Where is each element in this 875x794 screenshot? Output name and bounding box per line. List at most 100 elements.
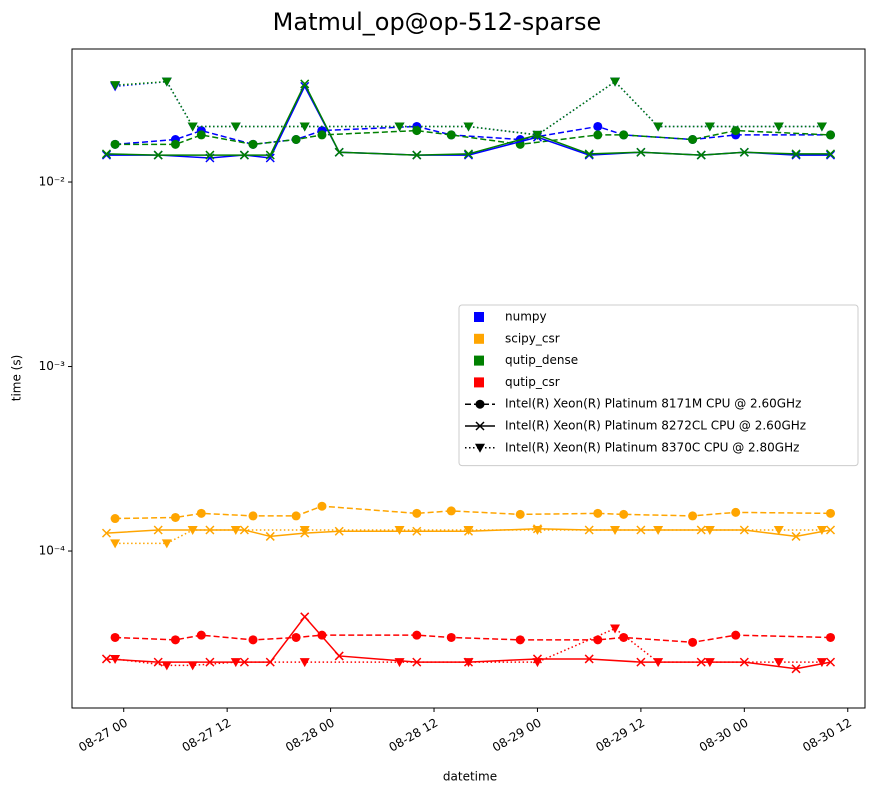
data-point (110, 632, 120, 642)
data-point (773, 526, 784, 536)
data-point (239, 150, 249, 160)
data-point (248, 511, 258, 521)
legend-label: qutip_dense (505, 353, 578, 367)
data-point (619, 509, 629, 519)
series-line (115, 634, 831, 644)
data-point (110, 539, 121, 549)
legend-swatch (474, 355, 484, 366)
data-point (515, 509, 525, 519)
data-point (731, 126, 741, 136)
data-point (446, 632, 456, 642)
data-point (610, 526, 621, 536)
data-point (196, 630, 206, 640)
series-line (115, 505, 831, 520)
data-point (394, 526, 405, 536)
data-point (291, 511, 301, 521)
legend-label: Intel(R) Xeon(R) Platinum 8370C CPU @ 2.… (505, 440, 799, 454)
x-tick-label: 08-28 00 (283, 716, 337, 755)
data-point (110, 81, 121, 91)
data-point (610, 624, 621, 634)
data-point (300, 79, 310, 89)
data-point (170, 635, 180, 645)
data-point (110, 514, 120, 524)
legend-swatch (474, 312, 484, 322)
data-point (101, 149, 112, 159)
data-point (230, 658, 241, 668)
data-point (394, 658, 405, 668)
data-point (412, 630, 422, 640)
data-point (153, 150, 163, 160)
data-point (731, 630, 741, 640)
data-point (230, 122, 241, 132)
data-point (826, 632, 836, 642)
data-point (317, 501, 327, 511)
data-point (334, 526, 344, 536)
data-point (291, 632, 301, 642)
data-point (187, 122, 198, 132)
data-point (688, 135, 698, 145)
data-point (412, 150, 422, 160)
data-point (593, 508, 603, 518)
data-point (101, 528, 112, 538)
data-point (153, 657, 163, 667)
data-point (153, 525, 163, 535)
legend-label: scipy_csr (505, 331, 560, 345)
data-point (248, 635, 258, 645)
x-tick-label: 08-29 12 (593, 716, 647, 755)
data-point (196, 508, 206, 518)
data-point (791, 664, 801, 674)
data-point (593, 130, 603, 140)
legend-marker (475, 399, 485, 409)
data-point (532, 130, 543, 140)
data-point (101, 150, 112, 160)
data-point (636, 147, 646, 157)
data-point (187, 526, 198, 536)
x-tick-label: 08-30 00 (697, 716, 751, 755)
data-point (619, 130, 629, 140)
data-point (110, 139, 120, 149)
data-point (299, 658, 310, 668)
data-point (463, 149, 474, 159)
legend-swatch (474, 377, 484, 388)
data-point (412, 508, 422, 518)
data-point (532, 658, 543, 668)
data-point (584, 149, 594, 159)
data-point (265, 150, 275, 160)
legend: numpy scipy_csr qutip_dense qutip_csr Intel(… (458, 304, 859, 467)
data-point (334, 651, 344, 661)
data-point (696, 150, 706, 160)
data-point (825, 657, 836, 667)
series-layer (101, 77, 836, 674)
data-point (317, 130, 327, 140)
data-point (653, 526, 664, 536)
data-point (773, 658, 784, 668)
x-axis-label: datetime (443, 770, 497, 784)
data-point (446, 130, 456, 140)
data-point (515, 635, 525, 645)
data-point (265, 657, 275, 667)
data-point (463, 122, 474, 132)
legend-marker (475, 443, 485, 453)
data-point (816, 122, 827, 132)
legend-swatch (474, 333, 484, 344)
data-point (205, 150, 215, 160)
y-tick-label: 10⁻³ (39, 359, 66, 373)
data-point (101, 654, 112, 664)
legend-box (458, 304, 859, 467)
y-axis-label: time (s) (10, 355, 24, 402)
data-point (463, 658, 474, 668)
data-point (334, 147, 344, 157)
data-point (731, 507, 741, 517)
data-point (704, 122, 715, 132)
data-point (239, 657, 249, 667)
data-point (394, 122, 405, 132)
legend-label: Intel(R) Xeon(R) Platinum 8171M CPU @ 2.… (505, 397, 801, 411)
data-point (532, 526, 543, 536)
data-point (230, 526, 241, 536)
legend-marker (475, 421, 485, 431)
data-point (299, 526, 310, 536)
data-point (653, 658, 664, 668)
data-point (412, 126, 422, 136)
data-point (412, 526, 422, 536)
data-point (265, 531, 275, 541)
